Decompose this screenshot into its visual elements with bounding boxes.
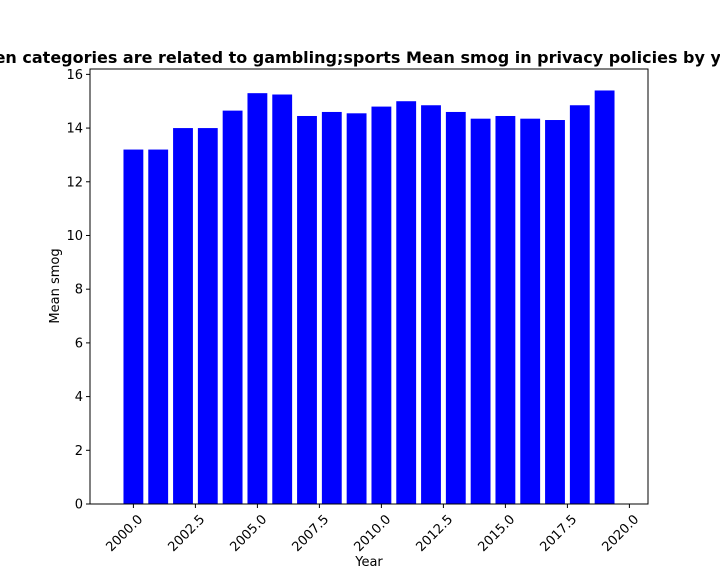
y-axis: 0 2 4 6 8 10 12 14 16 bbox=[66, 68, 90, 513]
bar-2015 bbox=[495, 115, 516, 505]
bar-2016 bbox=[520, 118, 541, 505]
bar-2011 bbox=[396, 101, 417, 504]
x-tick-label: 2007.5 bbox=[289, 512, 332, 555]
y-tick-label: 10 bbox=[66, 229, 83, 244]
plot-frame bbox=[89, 68, 649, 505]
y-tick-label: 6 bbox=[75, 336, 83, 351]
bar-2017 bbox=[545, 120, 565, 505]
bar-2010 bbox=[371, 106, 392, 504]
bar-2001 bbox=[148, 149, 169, 504]
y-axis-label: Mean smog bbox=[48, 248, 63, 323]
bar-2005 bbox=[247, 93, 268, 505]
x-tick-label: 2012.5 bbox=[413, 512, 456, 555]
y-tick-label: 14 bbox=[66, 122, 83, 137]
y-tick-label: 2 bbox=[75, 444, 83, 459]
bar-2019 bbox=[594, 90, 615, 504]
bar-2003 bbox=[197, 128, 218, 504]
x-tick-label: 2002.5 bbox=[165, 512, 208, 555]
bars bbox=[123, 90, 615, 505]
x-tick-label: 2020.0 bbox=[599, 512, 642, 555]
bar-2012 bbox=[421, 105, 441, 504]
y-tick-label: 12 bbox=[66, 175, 83, 190]
y-tick-label: 4 bbox=[75, 390, 83, 405]
x-tick-label: 2017.5 bbox=[537, 512, 580, 555]
x-tick-label: 2005.0 bbox=[227, 512, 270, 555]
bar-2000 bbox=[123, 149, 144, 504]
chart-title: When categories are related to gambling;… bbox=[0, 48, 720, 67]
bar-2018 bbox=[569, 105, 590, 504]
x-tick-label: 2000.0 bbox=[103, 512, 146, 555]
x-axis: 2000.0 2002.5 2005.0 2007.5 2010.0 2012.5 2015… bbox=[103, 504, 642, 555]
bar-2009 bbox=[346, 113, 367, 504]
bar-2008 bbox=[321, 111, 342, 505]
bar-2004 bbox=[222, 110, 243, 505]
x-axis-label: Year bbox=[354, 555, 383, 570]
bar-2002 bbox=[173, 128, 193, 504]
y-tick-label: 0 bbox=[75, 498, 83, 513]
y-tick-label: 8 bbox=[75, 283, 83, 298]
bar-2013 bbox=[445, 111, 466, 505]
x-tick-label: 2015.0 bbox=[475, 512, 518, 555]
bar-2007 bbox=[297, 115, 317, 505]
y-tick-label: 16 bbox=[66, 68, 83, 83]
x-tick-label: 2010.0 bbox=[351, 512, 394, 555]
bar-2014 bbox=[470, 118, 491, 505]
bar-2006 bbox=[272, 94, 293, 504]
